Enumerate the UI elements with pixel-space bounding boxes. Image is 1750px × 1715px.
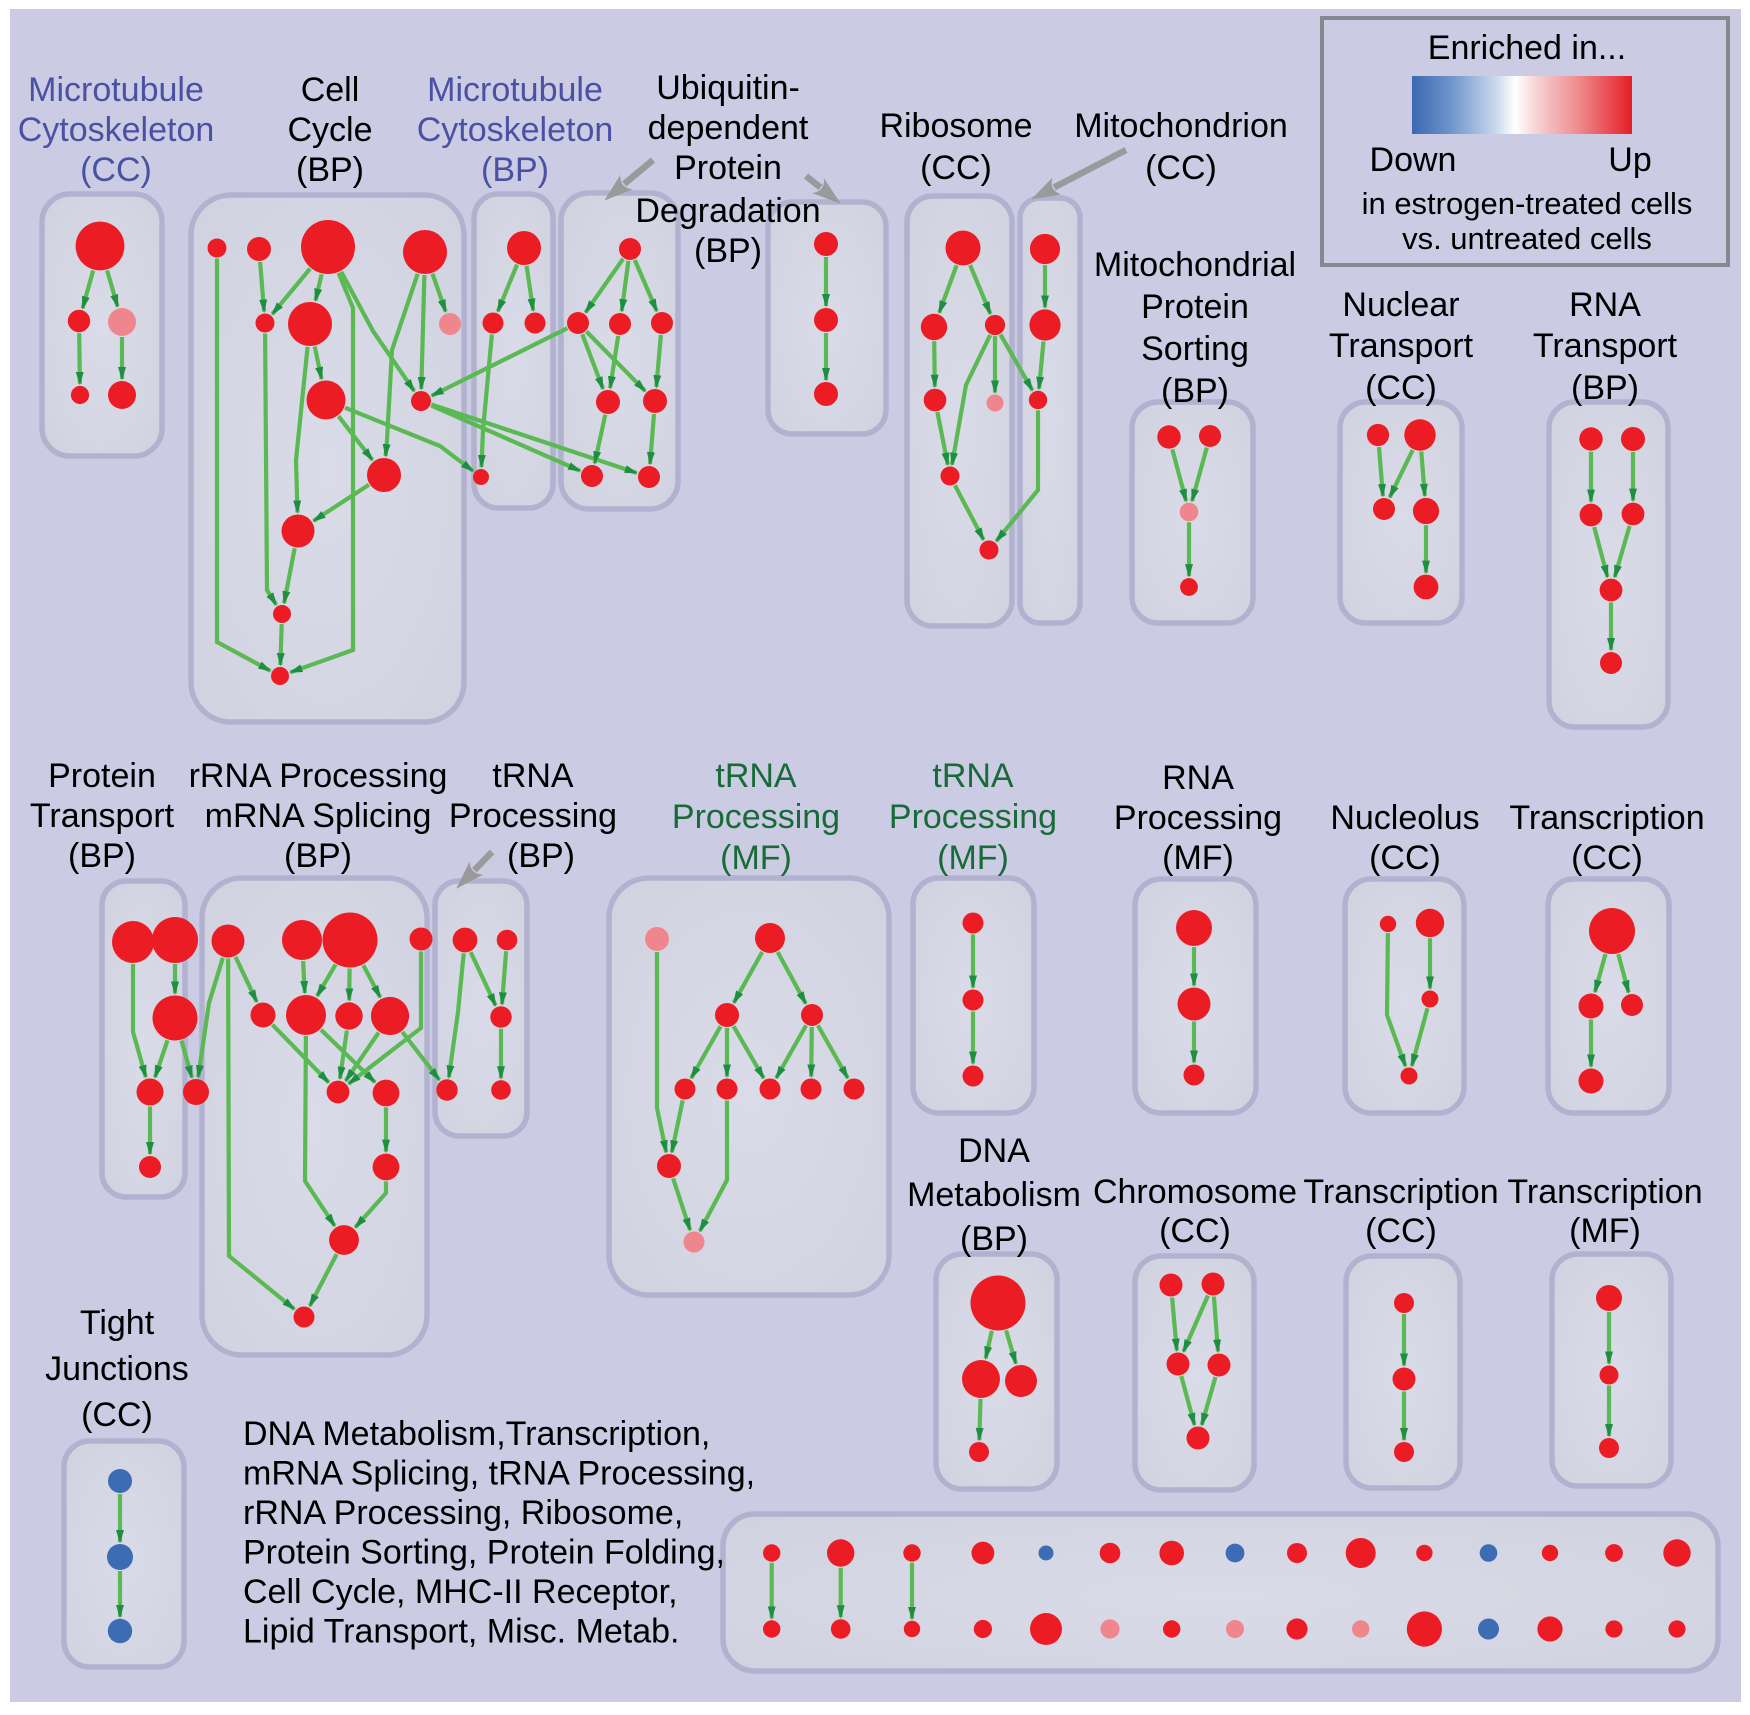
svg-text:Processing: Processing <box>672 798 840 836</box>
svg-text:tRNA: tRNA <box>932 757 1014 795</box>
svg-text:(CC): (CC) <box>81 1396 153 1434</box>
svg-text:Degradation: Degradation <box>635 192 820 230</box>
svg-text:Nucleolus: Nucleolus <box>1330 799 1479 837</box>
svg-text:Tight: Tight <box>80 1304 155 1342</box>
svg-text:Nuclear: Nuclear <box>1342 286 1459 324</box>
svg-text:Mitochondrial: Mitochondrial <box>1094 246 1296 284</box>
svg-text:Transport: Transport <box>30 797 175 835</box>
svg-text:Up: Up <box>1608 141 1651 179</box>
svg-text:(CC): (CC) <box>920 149 992 187</box>
svg-text:(MF): (MF) <box>720 839 792 877</box>
svg-text:(BP): (BP) <box>1571 369 1639 407</box>
svg-text:Microtubule: Microtubule <box>427 71 603 109</box>
svg-text:(BP): (BP) <box>284 837 352 875</box>
svg-text:Processing: Processing <box>1114 799 1282 837</box>
svg-text:Ubiquitin-: Ubiquitin- <box>656 69 800 107</box>
svg-text:Enriched in...: Enriched in... <box>1428 29 1626 67</box>
svg-text:Processing: Processing <box>449 797 617 835</box>
svg-text:Protein: Protein <box>48 757 156 795</box>
svg-text:Down: Down <box>1370 141 1457 179</box>
svg-text:rRNA Processing, Ribosome,: rRNA Processing, Ribosome, <box>243 1494 683 1532</box>
svg-text:Transcription: Transcription <box>1507 1173 1702 1211</box>
svg-text:Ribosome: Ribosome <box>879 107 1032 145</box>
svg-text:Transcription: Transcription <box>1509 799 1704 837</box>
svg-text:(CC): (CC) <box>1365 1212 1437 1250</box>
svg-text:tRNA: tRNA <box>715 757 797 795</box>
svg-text:tRNA: tRNA <box>492 757 574 795</box>
svg-text:Junctions: Junctions <box>45 1350 189 1388</box>
svg-text:(BP): (BP) <box>68 837 136 875</box>
svg-text:Cell: Cell <box>301 71 360 109</box>
svg-text:Cytoskeleton: Cytoskeleton <box>18 111 215 149</box>
svg-text:(BP): (BP) <box>1161 372 1229 410</box>
svg-text:mRNA Splicing: mRNA Splicing <box>205 797 432 835</box>
svg-text:(BP): (BP) <box>296 151 364 189</box>
svg-text:mRNA Splicing, tRNA Processing: mRNA Splicing, tRNA Processing, <box>243 1455 755 1493</box>
svg-text:Microtubule: Microtubule <box>28 71 204 109</box>
svg-text:Transport: Transport <box>1329 327 1474 365</box>
svg-text:rRNA Processing: rRNA Processing <box>189 757 448 795</box>
svg-text:Protein: Protein <box>1141 288 1249 326</box>
svg-text:vs. untreated cells: vs. untreated cells <box>1402 221 1652 256</box>
svg-text:Cell Cycle, MHC-II Receptor,: Cell Cycle, MHC-II Receptor, <box>243 1573 678 1611</box>
svg-text:Lipid Transport, Misc. Metab.: Lipid Transport, Misc. Metab. <box>243 1613 680 1651</box>
svg-text:Mitochondrion: Mitochondrion <box>1074 107 1288 145</box>
svg-text:DNA Metabolism,Transcription,: DNA Metabolism,Transcription, <box>243 1415 710 1453</box>
svg-text:Transport: Transport <box>1533 327 1678 365</box>
svg-text:(MF): (MF) <box>937 839 1009 877</box>
svg-text:Processing: Processing <box>889 798 1057 836</box>
svg-text:in estrogen-treated cells: in estrogen-treated cells <box>1362 186 1693 221</box>
svg-text:Protein: Protein <box>674 149 782 187</box>
svg-text:Sorting: Sorting <box>1141 330 1249 368</box>
svg-text:(CC): (CC) <box>1365 369 1437 407</box>
svg-text:(BP): (BP) <box>481 151 549 189</box>
svg-text:Protein Sorting, Protein Foldi: Protein Sorting, Protein Folding, <box>243 1534 725 1572</box>
svg-text:(CC): (CC) <box>1145 149 1217 187</box>
svg-text:RNA: RNA <box>1162 759 1234 797</box>
svg-text:(BP): (BP) <box>507 837 575 875</box>
svg-text:Metabolism: Metabolism <box>907 1176 1081 1214</box>
svg-text:(MF): (MF) <box>1569 1212 1641 1250</box>
svg-text:dependent: dependent <box>648 109 809 147</box>
svg-text:DNA: DNA <box>958 1132 1030 1170</box>
svg-text:Cycle: Cycle <box>287 111 372 149</box>
svg-text:RNA: RNA <box>1569 286 1641 324</box>
svg-text:Cytoskeleton: Cytoskeleton <box>417 111 614 149</box>
svg-text:(CC): (CC) <box>1571 839 1643 877</box>
svg-text:(CC): (CC) <box>80 151 152 189</box>
svg-text:(BP): (BP) <box>960 1220 1028 1258</box>
svg-text:Chromosome: Chromosome <box>1093 1173 1297 1211</box>
svg-text:Transcription: Transcription <box>1303 1173 1498 1211</box>
svg-text:(MF): (MF) <box>1162 839 1234 877</box>
svg-text:(CC): (CC) <box>1369 839 1441 877</box>
svg-text:(BP): (BP) <box>694 232 762 270</box>
svg-text:(CC): (CC) <box>1159 1212 1231 1250</box>
